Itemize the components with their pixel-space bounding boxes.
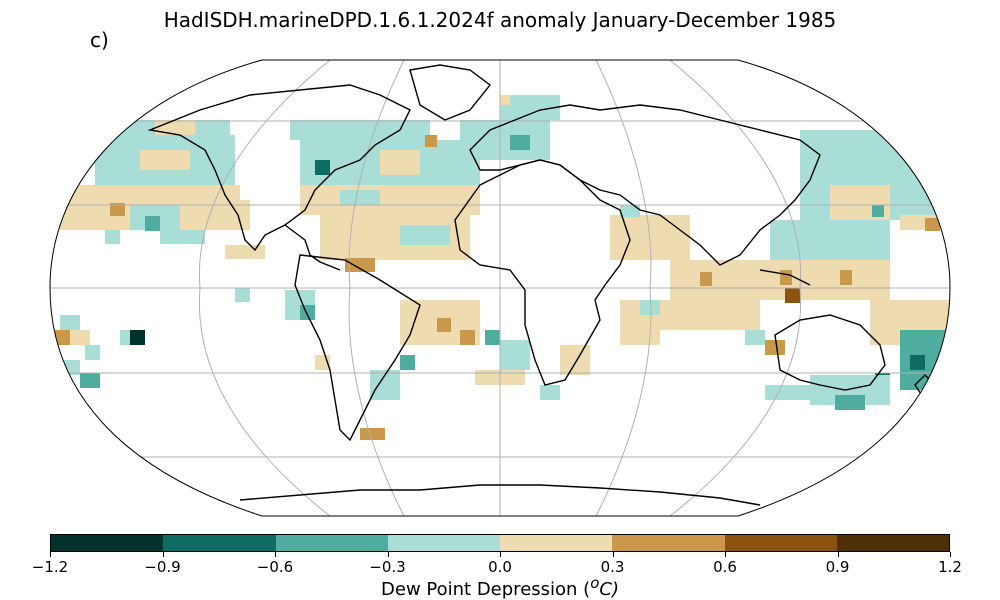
colorbar-tick-label: 0.0 bbox=[488, 558, 512, 576]
anomaly-cells bbox=[55, 95, 950, 440]
colorbar-tick-label: −0.9 bbox=[144, 558, 181, 576]
colorbar-segment bbox=[275, 535, 388, 551]
map-title: HadISDH.marineDPD.1.6.1.2024f anomaly Ja… bbox=[163, 8, 837, 32]
colorbar-tick-label: −0.3 bbox=[369, 558, 406, 576]
colorbar-tick-mark bbox=[950, 552, 951, 557]
graticule bbox=[50, 60, 950, 516]
colorbar-label-unit: C) bbox=[599, 579, 619, 600]
colorbar-tick-mark bbox=[387, 552, 389, 557]
coastlines bbox=[147, 64, 936, 506]
colorbar-tick-mark bbox=[162, 552, 164, 557]
colorbar-label: Dew Point Depression (oC) bbox=[0, 574, 1000, 600]
colorbar-label-degree: o bbox=[590, 574, 600, 592]
colorbar-tick-mark bbox=[50, 552, 51, 557]
colorbar-segment bbox=[836, 535, 949, 551]
colorbar-segment bbox=[612, 535, 725, 551]
colorbar bbox=[50, 534, 950, 552]
map-outline bbox=[49, 59, 951, 517]
colorbar-tick-mark bbox=[275, 552, 276, 557]
colorbar-segment bbox=[163, 535, 276, 551]
colorbar-tick-mark bbox=[725, 552, 726, 557]
colorbar-tick-mark bbox=[500, 552, 501, 557]
colorbar-segment bbox=[51, 535, 164, 551]
colorbar-segment bbox=[724, 535, 837, 551]
colorbar-tick-label: 0.9 bbox=[825, 558, 850, 576]
colorbar-tick-label: 1.2 bbox=[938, 558, 962, 576]
colorbar-label-prefix: Dew Point Depression ( bbox=[381, 579, 591, 600]
colorbar-tick-label: 0.3 bbox=[600, 558, 625, 576]
colorbar-ticks: −1.2 −0.9 −0.6 −0.3 0.0 0.3 0.6 0.9 1.2 bbox=[0, 552, 1000, 582]
world-map bbox=[49, 59, 951, 517]
colorbar-segment bbox=[387, 535, 500, 551]
colorbar-tick-label: −0.6 bbox=[256, 558, 294, 576]
colorbar-tick-label: −1.2 bbox=[31, 558, 69, 576]
colorbar-tick-mark bbox=[612, 552, 614, 557]
colorbar-segment bbox=[500, 535, 613, 551]
colorbar-tick-mark bbox=[837, 552, 839, 557]
panel-label: c) bbox=[90, 28, 109, 52]
colorbar-tick-label: 0.6 bbox=[713, 558, 737, 576]
